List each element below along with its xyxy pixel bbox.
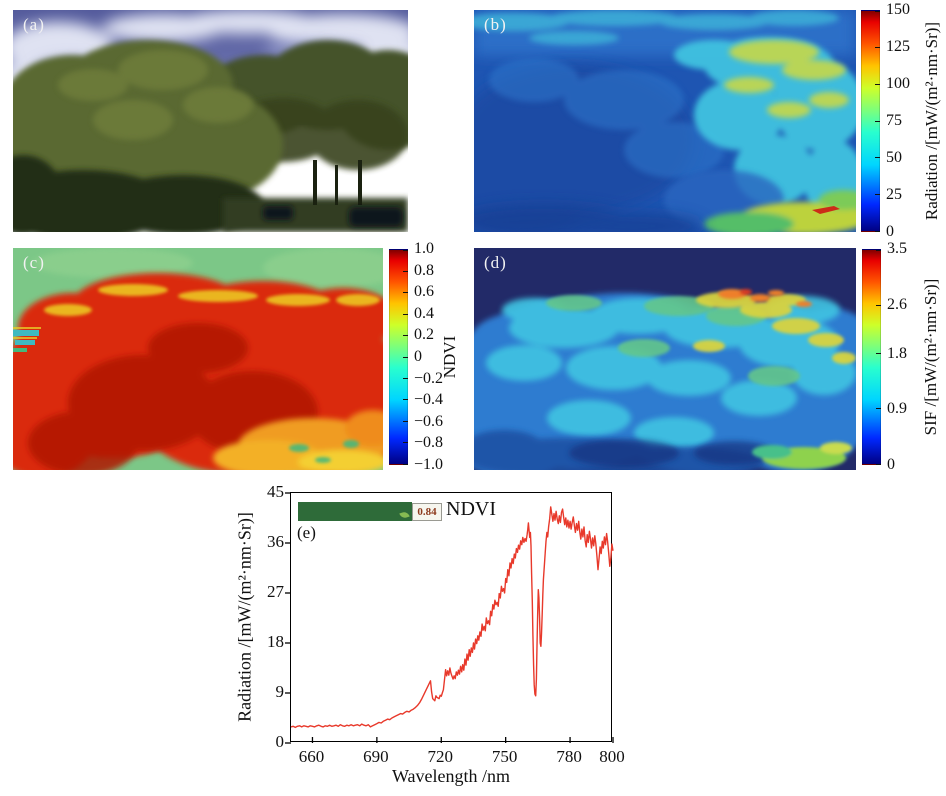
panel-c-label: (c) <box>23 253 45 272</box>
colorbar-ndvi-gradient <box>389 249 408 465</box>
ndvi-heatmap-image <box>13 248 383 470</box>
colorbar-tick-mark <box>403 356 408 358</box>
panel-d: (d) <box>474 248 856 470</box>
colorbar-tick-label: 0.9 <box>887 400 907 418</box>
panel-e-label: (e) <box>297 523 316 542</box>
colorbar-tick-mark <box>875 157 880 159</box>
colorbar-tick-mark <box>875 120 880 122</box>
colorbar-tick-label: 125 <box>886 37 910 55</box>
x-tick-label: 660 <box>298 747 325 766</box>
colorbar-tick-label: 0 <box>887 456 895 473</box>
colorbar-tick-mark <box>875 83 880 85</box>
colorbar-tick-mark <box>876 353 881 355</box>
colorbar-tick-label: 100 <box>886 74 910 92</box>
colorbar-radiation-gradient <box>861 10 880 232</box>
colorbar-tick-label: 0.2 <box>414 326 434 344</box>
colorbar-tick-label: 1.8 <box>887 344 907 362</box>
colorbar-tick-mark <box>876 463 881 465</box>
panel-b-label: (b) <box>484 15 507 34</box>
y-tick-label: 9 <box>275 682 285 701</box>
rgb-photo-image <box>13 10 408 232</box>
colorbar-tick-label: 0 <box>886 223 894 240</box>
colorbar-tick-label: −1.0 <box>414 456 444 473</box>
colorbar-tick-mark <box>403 399 408 401</box>
spectrum-plot-frame <box>285 492 614 744</box>
colorbar-tick-label: 25 <box>886 186 902 203</box>
leaf-icon <box>399 510 410 520</box>
colorbar-tick-label: 50 <box>886 148 902 166</box>
radiation-heatmap-image <box>474 10 856 232</box>
colorbar-tick-label: 0.8 <box>414 261 434 279</box>
colorbar-sif-title: SIF /[mW/(m²·nm·Sr)] <box>921 278 940 436</box>
spectrum-curve <box>285 492 614 744</box>
colorbar-tick-label: 0.6 <box>414 283 434 301</box>
y-tick-label: 36 <box>267 532 284 551</box>
colorbar-radiation-title: Radiation /[mW/(m²·nm·Sr)] <box>922 21 941 221</box>
colorbar-tick-mark <box>875 193 880 195</box>
x-tick-label: 780 <box>556 747 582 766</box>
y-tick-label: 18 <box>267 632 284 651</box>
spectrum-x-axis-title: Wavelength /nm <box>391 766 511 786</box>
sif-heatmap-image <box>474 248 856 470</box>
colorbar-tick-label: 3.5 <box>887 240 907 257</box>
colorbar-tick-label: −0.4 <box>414 391 444 409</box>
panel-c: (c) <box>13 248 383 470</box>
panel-a-label: (a) <box>23 15 45 34</box>
colorbar-tick-label: −0.2 <box>414 369 444 387</box>
colorbar-tick-mark <box>403 292 408 294</box>
colorbar-tick-label: −0.8 <box>414 434 444 452</box>
colorbar-tick-label: 150 <box>886 1 910 18</box>
colorbar-tick-mark <box>403 335 408 337</box>
colorbar-tick-mark <box>876 304 881 306</box>
colorbar-tick-mark <box>403 442 408 444</box>
panel-b: (b) <box>474 10 856 232</box>
colorbar-tick-label: 2.6 <box>887 295 907 313</box>
colorbar-tick-mark <box>876 408 881 410</box>
colorbar-tick-label: 1.0 <box>414 240 434 257</box>
colorbar-sif-gradient <box>862 249 881 465</box>
colorbar-tick-label: 0.4 <box>414 304 434 322</box>
colorbar-tick-mark <box>403 249 408 251</box>
y-tick-label: 27 <box>267 582 284 601</box>
ndvi-value-badge: 0.84 <box>412 503 442 521</box>
x-tick-label: 750 <box>491 747 518 766</box>
colorbar-tick-mark <box>403 463 408 465</box>
colorbar-tick-mark <box>403 313 408 315</box>
x-tick-label: 800 <box>599 747 625 766</box>
colorbar-tick-mark <box>403 270 408 272</box>
ndvi-badge-label: NDVI <box>446 498 496 520</box>
x-tick-label: 720 <box>427 747 454 766</box>
spectrum-x-tick-labels: 660 690 720 750 780 800 <box>290 747 625 767</box>
colorbar-tick-mark <box>403 377 408 379</box>
colorbar-radiation-ticks: 0 25 50 75 100 125 150 <box>886 1 930 240</box>
colorbar-radiation: 0 25 50 75 100 125 150 <box>861 1 946 240</box>
colorbar-sif: 0 0.9 1.8 2.6 3.5 <box>862 240 946 473</box>
ndvi-value-bar <box>298 502 412 521</box>
x-tick-label: 690 <box>363 747 389 766</box>
colorbar-ndvi-title: NDVI <box>440 335 459 379</box>
colorbar-sif-ticks: 0 0.9 1.8 2.6 3.5 <box>887 240 931 473</box>
colorbar-tick-mark <box>875 47 880 49</box>
colorbar-tick-mark <box>875 10 880 12</box>
colorbar-ndvi: 1.0 0.8 0.6 0.4 0.2 0 −0.2 −0.4 −0.6 −0.8 −1.0 <box>389 240 474 473</box>
colorbar-tick-label: −0.6 <box>414 412 444 430</box>
colorbar-tick-mark <box>403 420 408 422</box>
y-tick-label: 0 <box>275 732 285 751</box>
spectrum-y-tick-labels: 0 9 18 27 36 45 <box>250 482 285 751</box>
panel-d-label: (d) <box>484 253 507 272</box>
panel-a: (a) <box>13 10 408 232</box>
colorbar-ndvi-ticks: 1.0 0.8 0.6 0.4 0.2 0 −0.2 −0.4 −0.6 −0.8 −1.0 <box>414 240 458 473</box>
colorbar-tick-mark <box>876 249 881 251</box>
y-tick-label: 45 <box>267 482 284 501</box>
colorbar-tick-label: 0 <box>414 348 422 365</box>
colorbar-tick-label: 75 <box>886 112 902 129</box>
colorbar-tick-mark <box>875 230 880 232</box>
